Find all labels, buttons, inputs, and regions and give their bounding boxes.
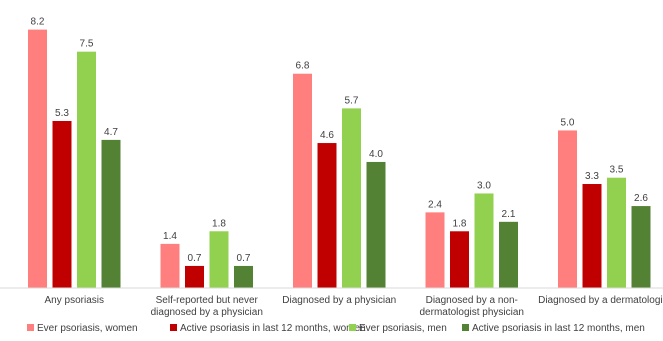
data-label: 2.4: [428, 199, 442, 210]
data-label: 5.0: [561, 117, 575, 128]
legend-label: Ever psoriasis, women: [37, 323, 138, 334]
data-label: 1.8: [453, 218, 467, 229]
data-label: 4.7: [104, 127, 118, 138]
category-label: diagnosed by a physician: [151, 307, 263, 318]
bar: [160, 243, 180, 288]
data-label: 3.5: [610, 165, 624, 176]
bar: [52, 120, 72, 288]
bar: [425, 212, 445, 288]
bar: [293, 73, 312, 288]
category-label: Self-reported but never: [156, 295, 259, 306]
legend-swatch: [349, 324, 356, 331]
data-label: 3.3: [585, 171, 599, 182]
bar: [474, 193, 494, 288]
category-label: dermatologist physician: [420, 307, 525, 318]
category-label: Diagnosed by a dermatologist: [538, 295, 663, 306]
legend: Ever psoriasis, women Active psoriasis in…: [27, 323, 645, 334]
data-label: 1.8: [212, 218, 226, 229]
bar: [185, 265, 204, 288]
legend-swatch: [462, 324, 469, 331]
bar: [101, 139, 121, 288]
bar: [582, 184, 602, 288]
data-label: 8.2: [31, 17, 45, 28]
bar: [499, 221, 518, 288]
data-label: 7.5: [80, 39, 94, 50]
category-label: Any psoriasis: [45, 295, 104, 306]
data-label: 2.1: [502, 209, 516, 220]
data-label: 5.3: [55, 108, 69, 119]
bar: [234, 265, 253, 288]
data-label: 2.6: [634, 193, 648, 204]
category-label: Diagnosed by a non-: [426, 295, 518, 306]
legend-label: Active psoriasis in last 12 months, wome…: [180, 323, 366, 334]
category-label: Diagnosed by a physician: [282, 295, 396, 306]
bar: [631, 206, 651, 288]
bar: [317, 143, 337, 288]
data-label: 0.7: [237, 253, 251, 264]
legend-swatch: [170, 324, 177, 331]
legend-label: Active psoriasis in last 12 months, men: [472, 323, 645, 334]
category-labels-layer: Any psoriasis Self-reported but neverdiag…: [45, 295, 663, 318]
data-label: 0.7: [188, 253, 202, 264]
bar: [209, 231, 229, 288]
bar: [607, 177, 626, 288]
data-label: 4.6: [320, 130, 334, 141]
value-labels-layer: 8.2 5.3 7.5 4.7 1.4 0.7 1.8 0.7 6.8 4.6 5.7 4.0 2.4 1…: [31, 17, 649, 264]
bars-layer: [28, 29, 651, 289]
bar: [77, 51, 96, 288]
bar: [558, 130, 577, 288]
data-label: 3.0: [477, 180, 491, 191]
bar: [28, 29, 47, 289]
bar: [366, 161, 386, 288]
data-label: 5.7: [345, 95, 359, 106]
data-label: 1.4: [163, 231, 177, 242]
legend-swatch: [27, 324, 34, 331]
legend-label: Ever psoriasis, men: [359, 323, 447, 334]
bar: [450, 231, 469, 288]
data-label: 6.8: [296, 61, 310, 72]
bar: [342, 108, 361, 288]
data-label: 4.0: [369, 149, 383, 160]
